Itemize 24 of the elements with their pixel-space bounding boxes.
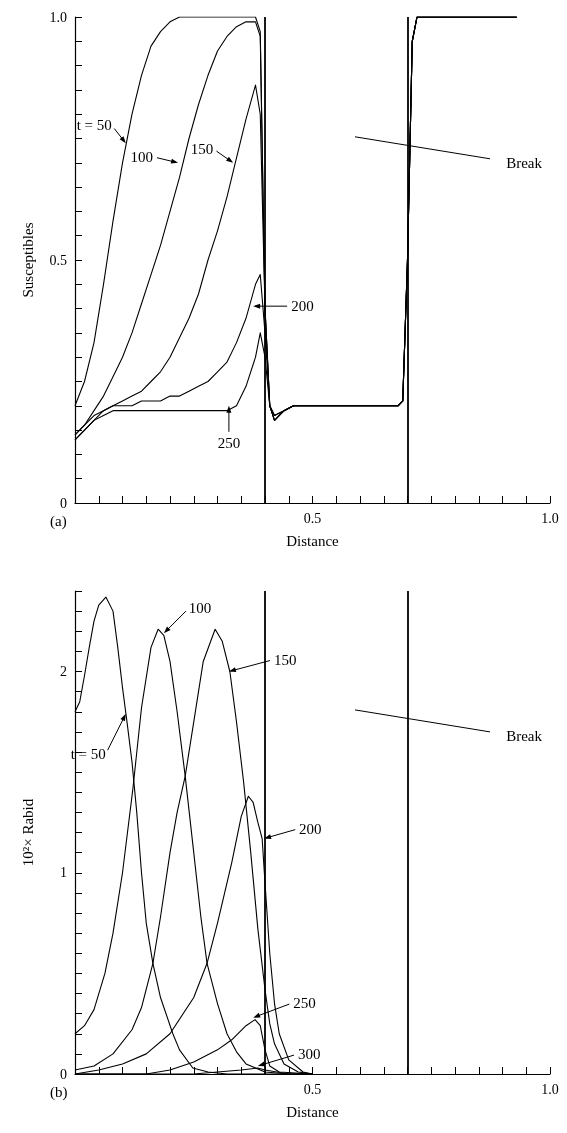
annotation: Break (506, 154, 543, 171)
annotation: 100 (188, 600, 212, 617)
y-axis-title: Susceptibles (19, 222, 36, 298)
y-tick-label: 0 (60, 1066, 67, 1082)
y-tick-label: 1.0 (49, 9, 67, 25)
annotation: 250 (293, 994, 316, 1011)
annotation: 150 (190, 140, 214, 157)
y-tick-label: 2 (60, 664, 67, 679)
text: (b) (50, 1084, 68, 1101)
annotation: 100 (130, 148, 154, 165)
annotation: t = 50 (76, 117, 112, 134)
annotation: 250 (217, 435, 241, 452)
annotation: 200 (299, 820, 322, 837)
annotation: 300 (297, 1045, 321, 1062)
x-axis-title: Distance (286, 532, 340, 549)
annotation: 150 (273, 651, 297, 668)
y-tick-label: 0.5 (49, 252, 67, 268)
y-axis-title: 10²× Rabid (19, 798, 36, 867)
x-axis-title: Distance (286, 1103, 340, 1120)
annotation: 200 (291, 298, 314, 315)
annotation: Break (506, 727, 543, 744)
y-tick-label: 1 (60, 865, 67, 881)
text: (a) (50, 513, 67, 530)
y-tick-label: 0 (60, 495, 67, 511)
